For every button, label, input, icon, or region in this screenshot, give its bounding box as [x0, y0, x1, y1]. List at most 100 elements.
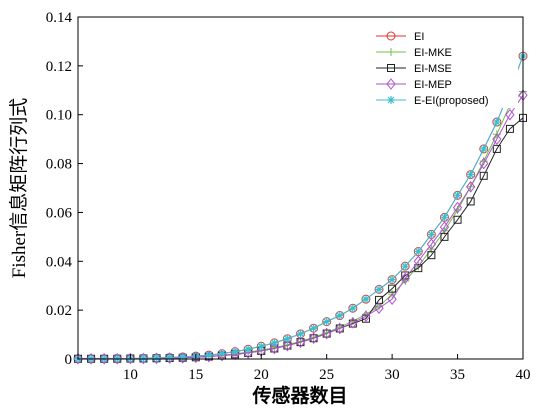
data-point	[164, 352, 175, 364]
data-point	[322, 317, 331, 326]
data-point	[138, 352, 149, 365]
legend-entry: EI-MEP	[376, 78, 452, 91]
x-tick-label: 20	[254, 367, 269, 383]
series-ei-mke	[74, 87, 527, 363]
data-point	[426, 238, 437, 250]
legend-label: EI-MSE	[414, 63, 452, 75]
y-tick-label: 0	[65, 352, 73, 368]
legend-entry: EI	[376, 31, 424, 43]
data-point	[505, 124, 514, 133]
data-point	[322, 327, 332, 340]
series-line	[78, 91, 524, 360]
legend-marker	[387, 64, 395, 72]
legend-label: E-EI(proposed)	[414, 95, 489, 107]
data-point	[348, 304, 357, 313]
y-tick-label: 0.10	[46, 108, 72, 124]
y-tick-label: 0.12	[46, 59, 72, 75]
data-point	[73, 352, 83, 365]
data-point	[413, 255, 423, 268]
data-point	[401, 262, 410, 271]
series-line	[78, 117, 524, 360]
data-point	[453, 191, 462, 200]
data-point	[244, 345, 253, 354]
data-point	[361, 310, 371, 323]
data-point	[492, 133, 502, 145]
data-point	[440, 213, 449, 222]
data-point	[440, 232, 449, 241]
x-axis-title: 传感器数目	[251, 384, 347, 407]
data-point	[217, 349, 226, 358]
data-point	[427, 230, 436, 239]
data-point	[335, 311, 344, 320]
data-point	[296, 329, 305, 338]
data-point	[139, 354, 148, 363]
data-point	[99, 352, 109, 365]
data-point	[374, 302, 384, 314]
plot-layer	[73, 51, 528, 365]
data-point	[505, 108, 515, 121]
data-point	[453, 215, 462, 224]
data-point	[492, 118, 501, 127]
x-tick-label: 25	[319, 367, 334, 383]
data-point	[466, 197, 475, 206]
data-point	[112, 352, 122, 365]
data-point	[479, 171, 488, 180]
data-point	[400, 272, 410, 285]
legend-marker	[387, 96, 395, 104]
legend-marker	[387, 48, 395, 56]
data-point	[427, 251, 436, 260]
data-point	[466, 170, 475, 179]
x-tick-label: 35	[450, 367, 465, 383]
series-ei-mep	[73, 89, 528, 365]
x-tick-label: 10	[123, 367, 138, 383]
series-line	[78, 94, 524, 360]
data-point	[479, 144, 488, 153]
data-point	[152, 354, 161, 363]
data-point	[348, 317, 358, 329]
data-point	[86, 352, 96, 365]
data-point	[335, 322, 345, 335]
y-tick-label: 0.08	[46, 157, 72, 173]
plot-frame	[77, 16, 524, 360]
data-point	[452, 201, 463, 214]
legend-entry: EI-MKE	[376, 47, 452, 59]
data-point	[361, 314, 370, 323]
data-point	[204, 351, 213, 360]
data-point	[387, 293, 397, 305]
data-point	[231, 347, 240, 356]
data-point	[151, 352, 162, 365]
y-axis-title: Fisher信息矩阵行列式	[8, 98, 30, 279]
data-point	[414, 264, 423, 273]
ticks-layer: 10 15 20 25 30 35 40 0 0.02 0.04 0.06 0.08 0.10 0.12 0…	[46, 10, 531, 383]
legend-label: EI	[414, 31, 424, 43]
legend-label: EI-MKE	[414, 47, 452, 59]
x-tick-label: 30	[385, 367, 400, 383]
series-ei-mse	[74, 113, 527, 363]
data-point	[178, 351, 188, 364]
legend: EI EI-MKE EI-MSE EI-MEP E-EI(proposed)	[368, 26, 518, 108]
data-point	[165, 353, 174, 362]
data-point	[282, 339, 293, 352]
x-tick-label: 15	[188, 367, 203, 383]
data-point	[414, 247, 423, 256]
data-point	[388, 284, 397, 293]
data-point	[479, 157, 489, 170]
data-point	[439, 221, 450, 233]
legend-marker	[386, 78, 396, 90]
y-tick-label: 0.14	[46, 10, 73, 26]
data-point	[283, 334, 292, 343]
data-point	[308, 332, 319, 345]
data-point	[309, 324, 318, 333]
data-point	[388, 275, 397, 284]
legend-entry: E-EI(proposed)	[376, 95, 489, 107]
y-tick-label: 0.06	[46, 205, 73, 221]
data-point	[361, 295, 370, 304]
legend-marker	[386, 31, 396, 41]
data-point	[375, 285, 384, 294]
data-point	[178, 353, 187, 362]
data-point	[466, 180, 476, 193]
data-point	[295, 336, 306, 348]
x-tick-label: 40	[516, 367, 531, 383]
data-point	[269, 342, 279, 355]
